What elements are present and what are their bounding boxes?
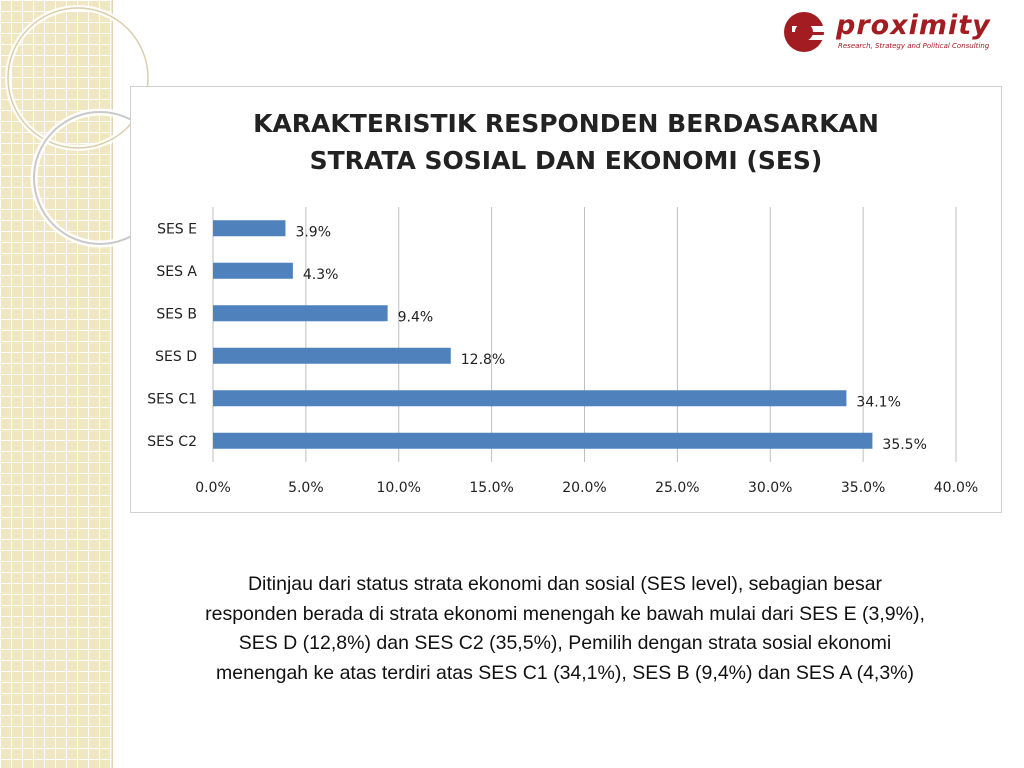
data-label: 3.9%	[295, 224, 331, 240]
data-label: 34.1%	[856, 394, 900, 410]
proximity-logo: proximity Research, Strategy and Politic…	[780, 8, 1012, 56]
bar	[213, 347, 451, 364]
bar	[213, 305, 388, 322]
decorative-rings	[5, 5, 160, 248]
x-tick-label: 10.0%	[377, 480, 421, 496]
chart-title-line-2: STRATA SOSIAL DAN EKONOMI (SES)	[309, 146, 823, 175]
x-tick-label: 25.0%	[655, 480, 699, 496]
bar	[213, 220, 286, 237]
data-label: 12.8%	[461, 352, 505, 368]
category-label: SES E	[157, 221, 197, 237]
x-tick-label: 20.0%	[562, 480, 606, 496]
x-tick-label: 30.0%	[748, 480, 792, 496]
category-label: SES A	[156, 264, 197, 280]
caption-line-4: menengah ke atas terdiri atas SES C1 (34…	[215, 661, 915, 684]
logo-mark-icon	[784, 12, 834, 52]
bar	[213, 390, 847, 407]
chart-plot: 0.0% 5.0% 10.0% 15.0% 20.0% 25.0% 30.0% 35.0% 40…	[147, 207, 978, 496]
data-label: 4.3%	[303, 267, 339, 283]
data-label: 9.4%	[398, 309, 434, 325]
x-tick-label: 40.0%	[934, 480, 978, 496]
category-label: SES D	[155, 349, 197, 365]
caption-line-3: SES D (12,8%) dan SES C2 (35,5%), Pemili…	[238, 632, 892, 654]
chart-title: KARAKTERISTIK RESPONDEN BERDASARKAN STRA…	[131, 105, 1001, 179]
bar	[213, 262, 293, 279]
x-tick-label: 0.0%	[195, 480, 231, 496]
logo-wordmark: proximity	[836, 10, 991, 41]
logo-tagline: Research, Strategy and Political Consult…	[838, 42, 990, 50]
x-tick-label: 35.0%	[841, 480, 885, 496]
bar	[213, 432, 873, 449]
caption-line-1: Ditinjau dari status strata ekonomi dan …	[247, 573, 883, 595]
x-tick-label: 5.0%	[288, 480, 324, 496]
data-label: 35.5%	[882, 437, 926, 453]
chart-title-line-1: KARAKTERISTIK RESPONDEN BERDASARKAN	[253, 109, 879, 138]
category-label: SES B	[156, 306, 197, 322]
category-label: SES C2	[147, 434, 197, 450]
ses-bar-chart: KARAKTERISTIK RESPONDEN BERDASARKAN STRA…	[130, 86, 1002, 513]
x-tick-label: 15.0%	[469, 480, 513, 496]
category-label: SES C1	[147, 391, 197, 407]
caption-paragraph: Ditinjau dari status strata ekonomi dan …	[140, 570, 990, 688]
caption-line-2: responden berada di strata ekonomi menen…	[205, 602, 925, 625]
